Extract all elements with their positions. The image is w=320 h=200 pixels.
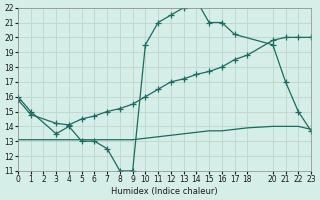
X-axis label: Humidex (Indice chaleur): Humidex (Indice chaleur) [111, 187, 218, 196]
